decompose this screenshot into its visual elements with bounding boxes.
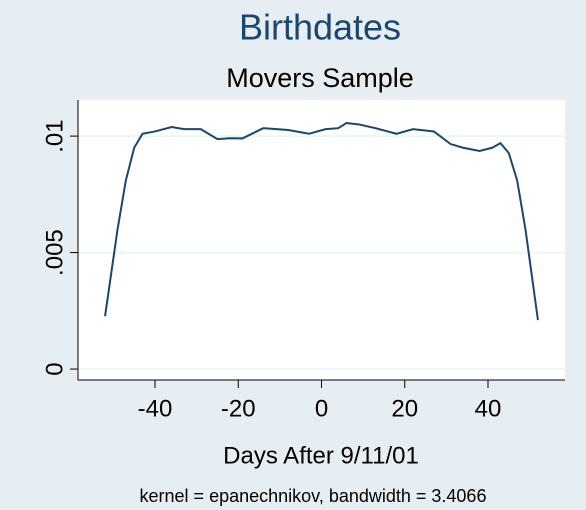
x-tick-label: 0 (315, 395, 328, 422)
line-series (104, 122, 539, 321)
y-tick-label: 0 (41, 362, 68, 375)
chart-subtitle: Movers Sample (226, 63, 414, 93)
chart-title: Birthdates (239, 7, 401, 48)
y-tick-label: .01 (41, 119, 68, 152)
x-tick-label: -40 (138, 395, 173, 422)
x-tick-label: 40 (475, 395, 502, 422)
x-tick-label: -20 (221, 395, 256, 422)
plot-area (78, 100, 565, 380)
x-tick-label: 20 (391, 395, 418, 422)
note: kernel = epanechnikov, bandwidth = 3.406… (140, 486, 487, 506)
x-axis-label: Days After 9/11/01 (223, 442, 419, 469)
y-tick-label: .005 (41, 229, 68, 276)
